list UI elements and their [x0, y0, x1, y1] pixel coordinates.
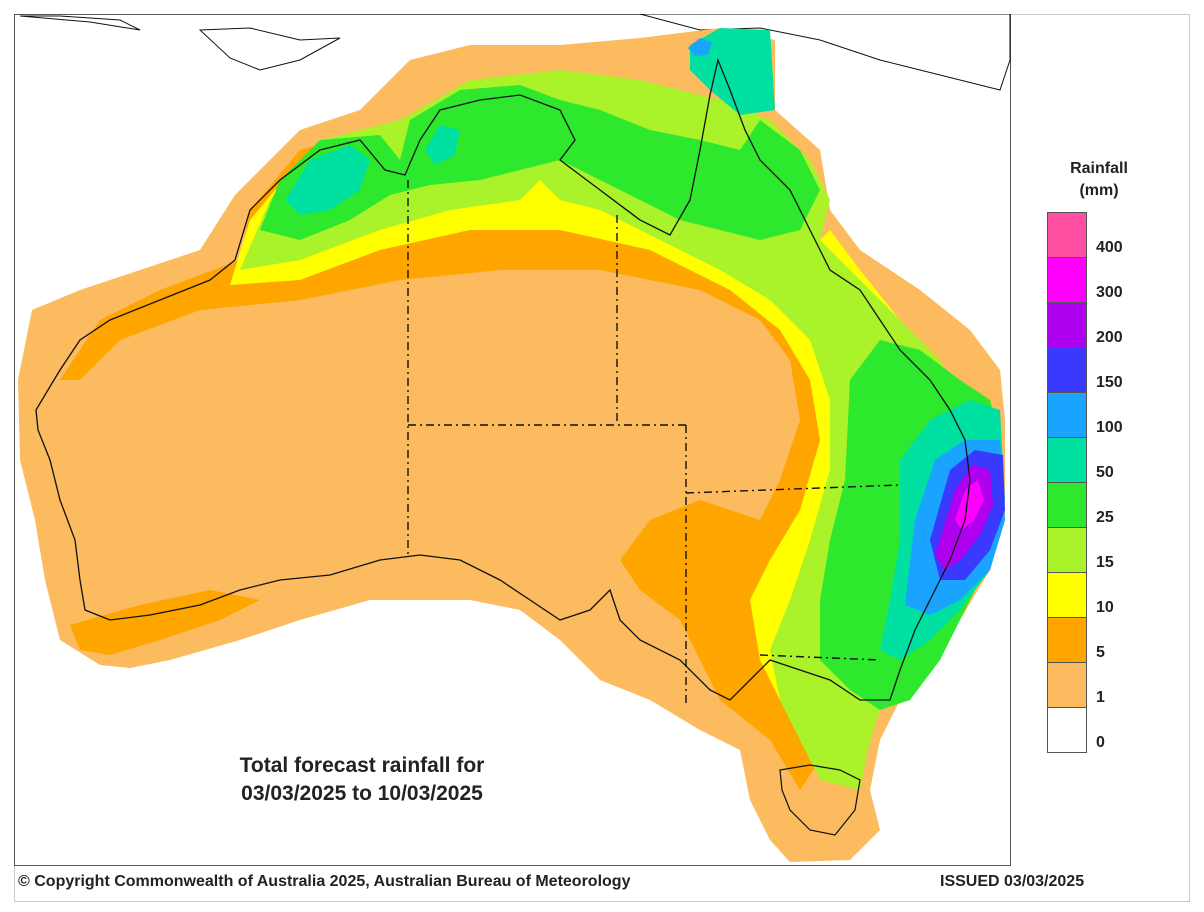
caption-line1: Total forecast rainfall for	[239, 754, 485, 777]
legend-swatch-above-400	[1047, 212, 1087, 258]
legend-label-100: 100	[1096, 419, 1123, 436]
new-guinea-coastline	[639, 14, 1011, 91]
legend-title: Rainfall	[1070, 160, 1128, 177]
rainfall-zone-50mm-kimberley	[285, 145, 370, 215]
legend-label-5: 5	[1096, 644, 1105, 661]
copyright-notice: © Copyright Commonwealth of Australia 20…	[18, 873, 631, 890]
rainfall-zone-15mm	[240, 70, 960, 790]
australia-coastline	[35, 57, 971, 701]
legend-label-10: 10	[1096, 599, 1114, 616]
legend-label-50: 50	[1096, 464, 1114, 481]
legend-unit: (mm)	[1079, 182, 1119, 199]
legend-swatch-1-5	[1047, 662, 1087, 708]
legend-swatch-100-150	[1047, 392, 1087, 438]
legend-swatch-10-15	[1047, 572, 1087, 618]
tasmania-outline	[779, 764, 861, 836]
legend-label-300: 300	[1096, 284, 1123, 301]
rainfall-map	[18, 14, 1011, 862]
legend-swatch-50-100	[1047, 437, 1087, 483]
caption-line2: 03/03/2025 to 10/03/2025	[241, 782, 483, 805]
rainfall-zone-100mm-north	[688, 38, 712, 56]
rainfall-zone-50mm-arnhem	[425, 125, 460, 165]
legend-swatch-25-50	[1047, 482, 1087, 528]
legend-label-150: 150	[1096, 374, 1123, 391]
legend-swatch-200-300	[1047, 302, 1087, 348]
legend-label-400: 400	[1096, 239, 1123, 256]
legend-swatch-15-25	[1047, 527, 1087, 573]
rainfall-zone-50mm-cape-york	[690, 28, 775, 115]
legend-label-1: 1	[1096, 689, 1105, 706]
legend-label-15: 15	[1096, 554, 1114, 571]
legend-swatch-300-400	[1047, 257, 1087, 303]
indonesia-coastline	[19, 15, 141, 31]
rainfall-zone-5mm-south	[70, 590, 260, 655]
legend-swatch-5-10	[1047, 617, 1087, 663]
legend-swatch-150-200	[1047, 347, 1087, 393]
legend-label-200: 200	[1096, 329, 1123, 346]
timor-coastline	[198, 27, 341, 71]
map-caption: Total forecast rainfall for 03/03/2025 t…	[190, 752, 534, 808]
rainfall-zone-300mm	[955, 480, 984, 530]
legend-label-0: 0	[1096, 734, 1105, 751]
rainfall-zone-25mm-north	[260, 85, 820, 240]
state-borders	[407, 180, 901, 705]
issued-date: ISSUED 03/03/2025	[940, 873, 1085, 890]
legend-swatch-0-1	[1047, 707, 1087, 753]
legend-label-25: 25	[1096, 509, 1114, 526]
